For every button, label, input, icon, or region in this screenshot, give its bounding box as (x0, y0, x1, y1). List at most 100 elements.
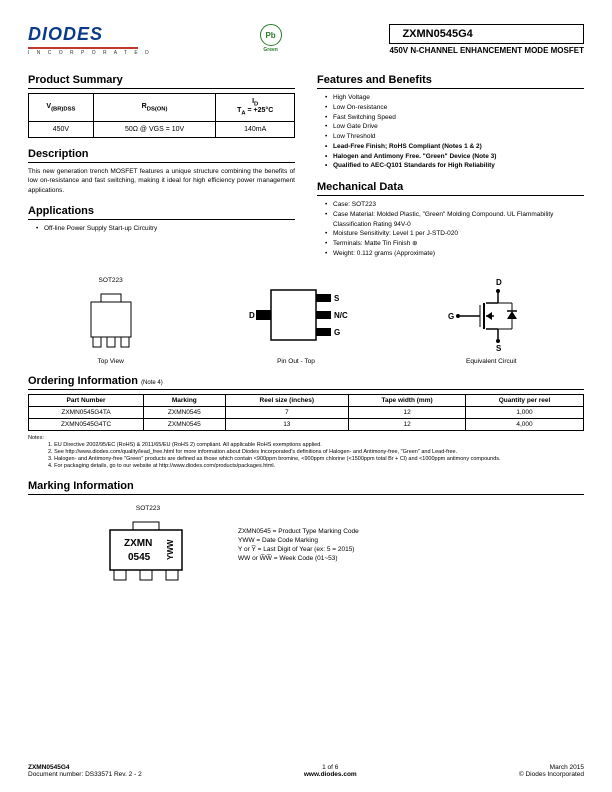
note-4: 4. For packaging details, go to our webs… (28, 463, 584, 470)
od: 12 (349, 418, 466, 430)
notes-label: Notes: (28, 435, 584, 442)
part-block: ZXMN0545G4 450V N-CHANNEL ENHANCEMENT MO… (389, 24, 584, 55)
th-vbrdss: V(BR)DSS (29, 94, 94, 122)
section-marking: Marking Information (28, 480, 584, 495)
mechanical-list: Case: SOT223 Case Material: Molded Plast… (317, 200, 584, 259)
section-mechanical: Mechanical Data (317, 181, 584, 196)
svg-text:G: G (334, 328, 340, 337)
badge-text: Pb (265, 31, 275, 40)
main-columns: Product Summary V(BR)DSS RDS(ON) IDTA = … (28, 66, 584, 259)
svg-text:S: S (496, 344, 502, 352)
part-number: ZXMN0545G4 (389, 24, 584, 44)
equiv-label: Equivalent Circuit (466, 358, 517, 365)
pinout-diagram: D S N/C G Pin Out - Top (241, 282, 351, 365)
section-description: Description (28, 148, 295, 163)
feat-item: Low Threshold (325, 132, 584, 142)
footer-left: ZXMN0545G4 Document number: DS33571 Rev.… (28, 764, 142, 778)
od: 7 (225, 406, 349, 418)
feat-item: Lead-Free Finish; RoHS Compliant (Notes … (325, 142, 584, 152)
od: ZXMN0545G4TC (29, 418, 144, 430)
green-badge-icon: Pb (260, 24, 282, 46)
feat-item: Low Gate Drive (325, 122, 584, 132)
od: 4,000 (466, 418, 584, 430)
svg-text:0545: 0545 (128, 552, 151, 563)
feat-item: Halogen and Antimony Free. "Green" Devic… (325, 152, 584, 162)
right-column: Features and Benefits High Voltage Low O… (317, 66, 584, 259)
feat-item: Qualified to AEC-Q101 Standards for High… (325, 161, 584, 171)
svg-text:N/C: N/C (334, 311, 348, 320)
mech-item: Case Material: Molded Plastic, "Green" M… (325, 210, 584, 230)
top-view-label: Top View (98, 358, 124, 365)
mech-item: Case: SOT223 (325, 200, 584, 210)
legend-line: WW or W̅W̅ = Week Code (01~53) (238, 554, 359, 563)
svg-text:YWW: YWW (166, 539, 175, 560)
marking-legend: ZXMN0545 = Product Type Marking Code YWW… (238, 527, 359, 563)
marking-row: SOT223 ZXMN 0545 YWW ZXMN0545 = Product … (98, 505, 584, 585)
td-vbrdss: 450V (29, 121, 94, 137)
footer-right: March 2015 © Diodes Incorporated (519, 764, 584, 778)
top-view-icon (76, 292, 146, 352)
oh-marking: Marking (144, 394, 225, 406)
oh-qty: Quantity per reel (466, 394, 584, 406)
pinout-label: Pin Out - Top (277, 358, 315, 365)
od: 12 (349, 406, 466, 418)
applications-list: Off-line Power Supply Start-up Circuitry (28, 224, 295, 234)
feat-item: Fast Switching Speed (325, 113, 584, 123)
footer-url: www.diodes.com (304, 771, 357, 778)
equiv-circuit-diagram: D S G Equivalent Circuit (446, 277, 536, 365)
note-1: 1. EU Directive 2002/95/EC (RoHS) & 2011… (28, 442, 584, 449)
legend-line: YWW = Date Code Marking (238, 536, 359, 545)
notes-label-text: Notes: (28, 435, 44, 441)
mech-item: Terminals: Matte Tin Finish ⊕ (325, 239, 584, 249)
left-column: Product Summary V(BR)DSS RDS(ON) IDTA = … (28, 66, 295, 259)
footer-copyright: © Diodes Incorporated (519, 771, 584, 778)
sot-label: SOT223 (99, 277, 123, 284)
section-ordering: Ordering Information (Note 4) (28, 375, 584, 390)
note-3: 3. Halogen- and Antimony-free "Green" pr… (28, 456, 584, 463)
top-view-diagram: SOT223 Top View (76, 277, 146, 365)
logo-bar (28, 47, 138, 49)
oh-tape: Tape width (mm) (349, 394, 466, 406)
ordering-table: Part Number Marking Reel size (inches) T… (28, 394, 584, 431)
logo: DIODES I N C O R P O R A T E D (28, 24, 152, 56)
pinout-icon: D S N/C G (241, 282, 351, 352)
od: 13 (225, 418, 349, 430)
ordering-title-text: Ordering Information (28, 375, 138, 387)
footer-date: March 2015 (519, 764, 584, 771)
svg-text:D: D (496, 278, 502, 287)
legend-line: ZXMN0545 = Product Type Marking Code (238, 527, 359, 536)
marking-chip-icon: ZXMN 0545 YWW (98, 520, 198, 585)
marking-diagram: SOT223 ZXMN 0545 YWW (98, 505, 198, 585)
header: DIODES I N C O R P O R A T E D Pb ZXMN05… (28, 24, 584, 56)
section-product-summary: Product Summary (28, 74, 295, 89)
description-text: This new generation trench MOSFET featur… (28, 167, 295, 195)
logo-subtext: I N C O R P O R A T E D (28, 50, 152, 56)
oh-reel: Reel size (inches) (225, 394, 349, 406)
marking-sot-label: SOT223 (136, 505, 160, 512)
od: ZXMN0545 (144, 418, 225, 430)
footer-center: 1 of 6 www.diodes.com (304, 764, 357, 778)
footer: ZXMN0545G4 Document number: DS33571 Rev.… (28, 764, 584, 778)
legend-line: Y or Y̅ = Last Digit of Year (ex: 5 = 20… (238, 545, 359, 554)
td-id: 140mA (216, 121, 295, 137)
mech-item: Moisture Sensitivity: Level 1 per J-STD-… (325, 229, 584, 239)
equiv-circuit-icon: D S G (446, 277, 536, 352)
od: 1,000 (466, 406, 584, 418)
diagrams-row: SOT223 Top View D S N/C G Pin Out - Top … (28, 277, 584, 365)
mech-item: Weight: 0.112 grams (Approximate) (325, 249, 584, 259)
svg-text:S: S (334, 294, 340, 303)
app-item: Off-line Power Supply Start-up Circuitry (36, 224, 295, 234)
footer-part: ZXMN0545G4 (28, 764, 142, 771)
summary-table: V(BR)DSS RDS(ON) IDTA = +25°C 450V 50Ω @… (28, 93, 295, 138)
ordering-note4: (Note 4) (141, 380, 163, 386)
feat-item: High Voltage (325, 93, 584, 103)
od: ZXMN0545 (144, 406, 225, 418)
td-rdson: 50Ω @ VGS = 10V (93, 121, 216, 137)
logo-text: DIODES (28, 24, 152, 45)
note-2: 2. See http://www.diodes.com/quality/lea… (28, 449, 584, 456)
od: ZXMN0545G4TA (29, 406, 144, 418)
svg-text:D: D (249, 311, 255, 320)
svg-text:ZXMN: ZXMN (124, 538, 152, 549)
features-list: High Voltage Low On-resistance Fast Swit… (317, 93, 584, 171)
subtitle: 450V N-CHANNEL ENHANCEMENT MODE MOSFET (389, 46, 584, 55)
